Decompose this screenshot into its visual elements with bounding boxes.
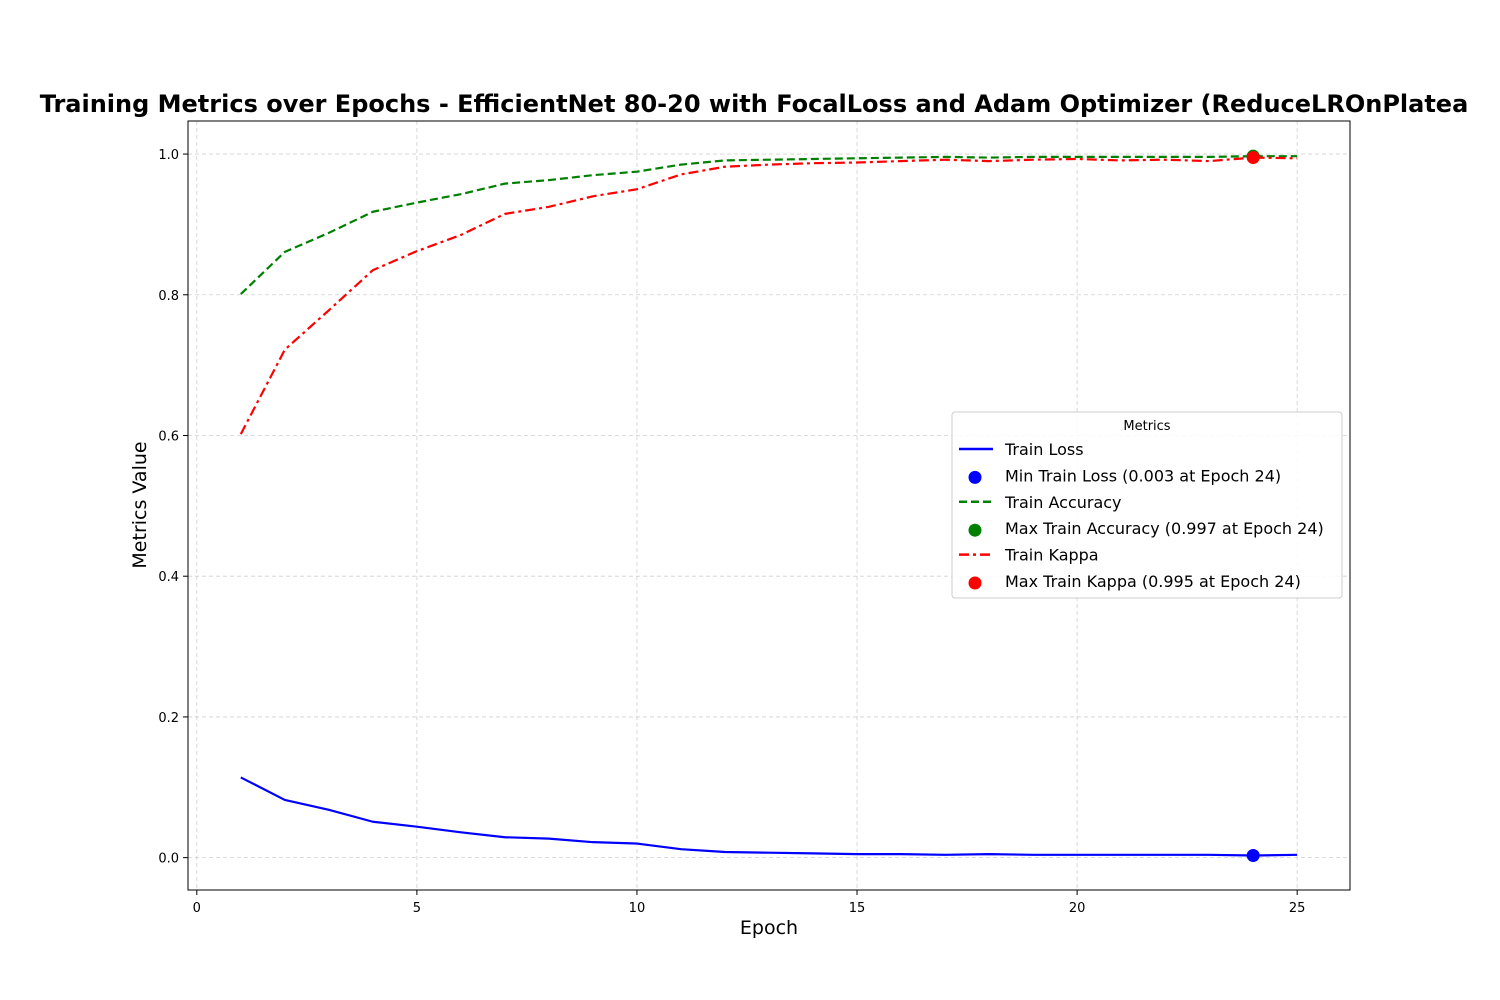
x-tick-label: 10: [629, 901, 646, 916]
legend-box: [951, 411, 1343, 599]
x-axis-label: Epoch: [740, 917, 798, 939]
y-tick-label: 0.0: [158, 852, 179, 867]
legend-marker-swatch: [968, 470, 982, 484]
series-line-train-loss: [240, 776, 1298, 857]
legend-marker-swatch: [968, 576, 982, 590]
y-axis-ticks: 0.0 0.2 0.4 0.6 0.8 1.0: [158, 148, 188, 867]
legend-entry-label: Train Loss: [1004, 440, 1084, 459]
y-tick-label: 0.8: [158, 289, 179, 304]
legend-entry-label: Train Accuracy: [1004, 493, 1122, 512]
x-tick-label: 0: [193, 901, 201, 916]
series-line-train-kappa: [239, 156, 1298, 435]
legend: Metrics Train Loss Min Train Loss (0.003 …: [951, 411, 1343, 599]
x-tick-label: 5: [413, 901, 421, 916]
x-tick-label: 25: [1289, 901, 1306, 916]
x-axis-ticks: 0 5 10 15 20 25: [193, 890, 1306, 916]
x-tick-label: 20: [1069, 901, 1086, 916]
x-tick-label: 15: [849, 901, 866, 916]
series-lines: [239, 155, 1298, 857]
plot-area-frame: [187, 120, 1351, 891]
y-tick-label: 0.6: [158, 429, 179, 444]
highlight-markers: [1246, 149, 1260, 863]
y-tick-label: 0.4: [158, 570, 179, 585]
legend-marker-swatch: [968, 523, 982, 537]
legend-entry-label: Max Train Accuracy (0.997 at Epoch 24): [1005, 519, 1324, 538]
legend-title: Metrics: [1123, 419, 1170, 434]
chart-title: Training Metrics over Epochs - Efficient…: [40, 90, 1469, 118]
y-tick-label: 1.0: [158, 148, 179, 163]
legend-entry-label: Min Train Loss (0.003 at Epoch 24): [1005, 466, 1281, 485]
legend-entry-label: Train Kappa: [1004, 546, 1099, 565]
highlight-marker: [1246, 849, 1260, 863]
highlight-marker: [1246, 151, 1260, 165]
y-tick-label: 0.2: [158, 711, 179, 726]
legend-entries: Train Loss Min Train Loss (0.003 at Epoch…: [959, 440, 1324, 591]
legend-entry-label: Max Train Kappa (0.995 at Epoch 24): [1005, 572, 1301, 591]
series-line-train-accuracy: [240, 155, 1298, 295]
y-axis-label: Metrics Value: [129, 441, 151, 568]
